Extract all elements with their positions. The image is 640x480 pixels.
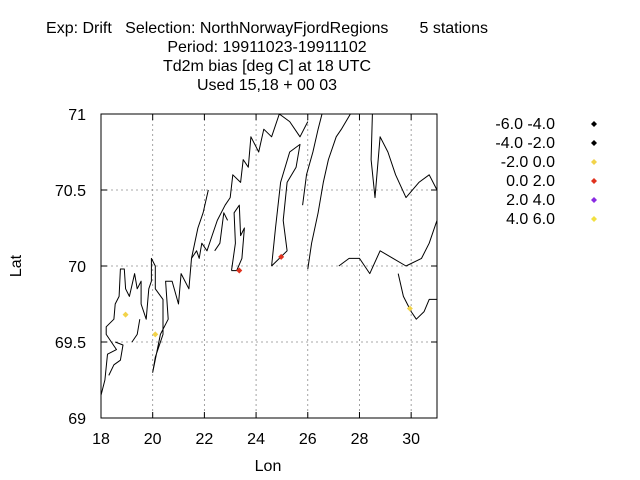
- y-tick-label: 69.5: [55, 335, 86, 352]
- coastline: [338, 220, 438, 275]
- x-tick-label: 26: [299, 431, 317, 448]
- x-axis-label: Lon: [255, 458, 282, 475]
- station-point: [152, 331, 159, 338]
- title-line-2: Period: 19911023-19911102: [167, 39, 366, 56]
- legend-label: 4.0 6.0: [506, 211, 555, 228]
- legend: -6.0 -4.0 -4.0 -2.0 -2.0 0.0 0.0 2.0 2.0 4.0…: [495, 116, 597, 228]
- coastline: [100, 113, 309, 396]
- legend-marker: [591, 216, 597, 222]
- x-tick-label: 22: [195, 431, 213, 448]
- legend-label: 0.0 2.0: [506, 173, 555, 190]
- title-line-1: Exp: Drift Selection: NorthNorwayFjordRe…: [46, 20, 488, 37]
- y-axis-label: Lat: [8, 254, 25, 277]
- title-line-3: Td2m bias [deg C] at 18 UTC: [163, 58, 371, 75]
- x-tick-label: 28: [351, 431, 369, 448]
- station-point: [236, 267, 243, 274]
- x-tick-label: 24: [247, 431, 265, 448]
- legend-marker: [591, 140, 597, 146]
- x-tick-label: 30: [402, 431, 420, 448]
- y-tick-label: 71: [68, 107, 86, 124]
- legend-label: -2.0 0.0: [501, 154, 555, 171]
- x-tick-label: 18: [92, 431, 110, 448]
- axes: 18 20 22 24 26 28 30 69 69.5 70 70.5 71: [55, 107, 438, 448]
- title-line-4: Used 15,18 + 00 03: [197, 77, 337, 94]
- legend-label: 2.0 4.0: [506, 192, 555, 209]
- station-point: [278, 253, 285, 260]
- station-point: [122, 311, 129, 318]
- legend-marker: [591, 121, 597, 127]
- coastline: [271, 143, 301, 267]
- legend-marker: [591, 178, 597, 184]
- y-tick-label: 69: [68, 411, 86, 428]
- legend-label: -4.0 -2.0: [495, 135, 555, 152]
- legend-marker: [591, 159, 597, 165]
- coastline-map: [100, 113, 438, 396]
- coastline: [302, 113, 323, 206]
- coastline: [307, 113, 351, 270]
- coastline: [131, 319, 141, 343]
- chart-title: Exp: Drift Selection: NorthNorwayFjordRe…: [46, 20, 488, 94]
- y-tick-label: 70.5: [55, 183, 86, 200]
- coastline: [108, 341, 124, 376]
- station-point: [406, 305, 413, 312]
- legend-marker: [591, 197, 597, 203]
- coastline: [370, 113, 438, 199]
- data-points: [122, 253, 413, 338]
- x-tick-label: 20: [144, 431, 162, 448]
- coastline: [214, 212, 229, 252]
- y-tick-label: 70: [68, 259, 86, 276]
- coastline: [191, 189, 209, 259]
- legend-label: -6.0 -4.0: [495, 116, 555, 133]
- coastline: [231, 204, 245, 272]
- coastline: [397, 273, 437, 320]
